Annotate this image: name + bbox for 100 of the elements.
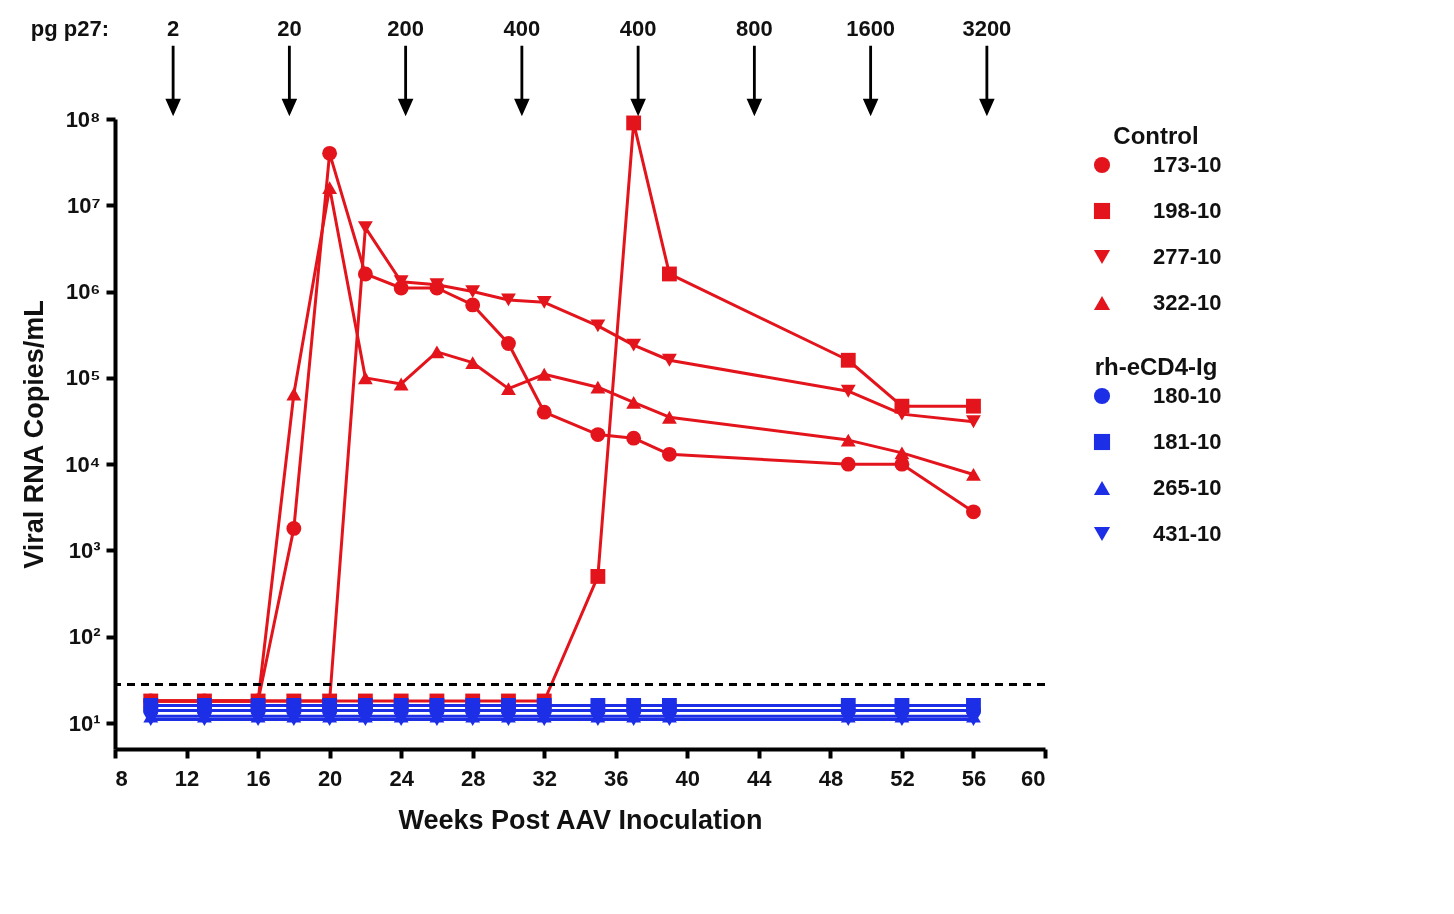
point bbox=[357, 713, 373, 726]
x-tick-label: 16 bbox=[246, 765, 271, 791]
legend-label: 322-10 bbox=[1153, 290, 1222, 315]
point bbox=[465, 356, 481, 370]
point bbox=[286, 713, 302, 726]
point bbox=[393, 377, 409, 391]
point bbox=[626, 338, 642, 352]
point bbox=[465, 698, 481, 713]
point bbox=[626, 395, 642, 409]
point bbox=[966, 713, 981, 726]
text: 800 bbox=[736, 16, 773, 41]
x-tick-label: 36 bbox=[604, 765, 629, 791]
point bbox=[966, 415, 981, 429]
point bbox=[536, 295, 552, 309]
x-tick-label: 48 bbox=[818, 765, 844, 791]
point bbox=[322, 713, 338, 726]
point bbox=[840, 352, 856, 368]
text: rh-eCD4-Ig bbox=[1094, 353, 1218, 380]
text: 20 bbox=[277, 16, 302, 41]
point bbox=[429, 713, 445, 726]
x-tick-label: 12 bbox=[174, 765, 200, 791]
point bbox=[894, 446, 910, 460]
y-tick-label: 10⁵ bbox=[65, 365, 101, 391]
point bbox=[322, 181, 338, 195]
y-tick-label: 10¹ bbox=[68, 710, 101, 736]
text: 400 bbox=[503, 16, 541, 41]
text: pg p27: bbox=[30, 16, 109, 41]
point bbox=[894, 698, 910, 713]
x-tick-label: 20 bbox=[317, 765, 343, 791]
point bbox=[626, 713, 642, 726]
y-tick-label: 10⁷ bbox=[66, 192, 101, 218]
point bbox=[894, 713, 910, 726]
point bbox=[429, 698, 445, 713]
x-tick-label: 8 bbox=[115, 765, 128, 791]
y-tick-label: 10⁸ bbox=[65, 106, 101, 132]
point bbox=[501, 713, 516, 726]
point bbox=[393, 713, 409, 726]
text: 2 bbox=[167, 16, 180, 41]
x-axis-title: Weeks Post AAV Inoculation bbox=[398, 804, 763, 835]
point bbox=[250, 713, 266, 726]
point bbox=[662, 446, 677, 462]
point bbox=[536, 404, 552, 420]
x-tick-label: 32 bbox=[532, 765, 557, 791]
point bbox=[966, 398, 981, 414]
point bbox=[465, 297, 481, 313]
point bbox=[393, 698, 409, 713]
legend-label: 181-10 bbox=[1153, 429, 1222, 454]
point bbox=[840, 698, 856, 713]
text: 200 bbox=[387, 16, 424, 41]
y-tick-label: 10⁶ bbox=[65, 279, 101, 305]
point bbox=[357, 266, 373, 282]
point bbox=[286, 698, 302, 713]
point bbox=[840, 456, 856, 472]
point bbox=[590, 698, 606, 713]
point bbox=[590, 569, 606, 584]
x-tick-label: 28 bbox=[460, 765, 486, 791]
point bbox=[250, 698, 266, 713]
point bbox=[286, 521, 302, 536]
point bbox=[357, 371, 373, 385]
point bbox=[465, 713, 481, 726]
point bbox=[590, 427, 606, 443]
x-tick-label: 60 bbox=[1021, 765, 1046, 791]
point bbox=[429, 345, 445, 359]
point bbox=[626, 698, 642, 713]
point bbox=[536, 713, 552, 726]
point bbox=[662, 266, 677, 282]
text: 1600 bbox=[846, 16, 896, 41]
point bbox=[143, 698, 159, 713]
point bbox=[465, 285, 481, 298]
x-tick-label: 44 bbox=[747, 765, 773, 791]
point bbox=[501, 336, 516, 351]
legend-label: 431-10 bbox=[1153, 521, 1222, 546]
x-tick-label: 56 bbox=[961, 765, 987, 791]
legend-label: 265-10 bbox=[1153, 475, 1222, 500]
text: 3200 bbox=[962, 16, 1012, 41]
point bbox=[840, 433, 856, 447]
point bbox=[966, 468, 981, 481]
legend-label: 277-10 bbox=[1153, 244, 1222, 269]
point bbox=[966, 698, 981, 713]
point bbox=[840, 384, 856, 398]
point bbox=[501, 698, 516, 713]
point bbox=[357, 698, 373, 713]
x-tick-label: 24 bbox=[389, 765, 415, 791]
point bbox=[626, 115, 642, 131]
y-tick-label: 10⁴ bbox=[65, 451, 101, 477]
legend-label: 173-10 bbox=[1153, 152, 1222, 177]
point bbox=[590, 380, 606, 394]
point bbox=[662, 698, 677, 713]
x-tick-label: 52 bbox=[890, 765, 915, 791]
point bbox=[840, 713, 856, 726]
point bbox=[590, 319, 606, 333]
point bbox=[662, 410, 677, 424]
y-axis-title: Viral RNA Copies/mL bbox=[19, 300, 50, 569]
text: 400 bbox=[619, 16, 657, 41]
legend-label: 180-10 bbox=[1153, 383, 1222, 408]
point bbox=[626, 430, 642, 446]
y-tick-label: 10² bbox=[68, 624, 101, 650]
point bbox=[536, 367, 552, 381]
point bbox=[286, 387, 302, 401]
y-tick-label: 10³ bbox=[68, 537, 101, 563]
